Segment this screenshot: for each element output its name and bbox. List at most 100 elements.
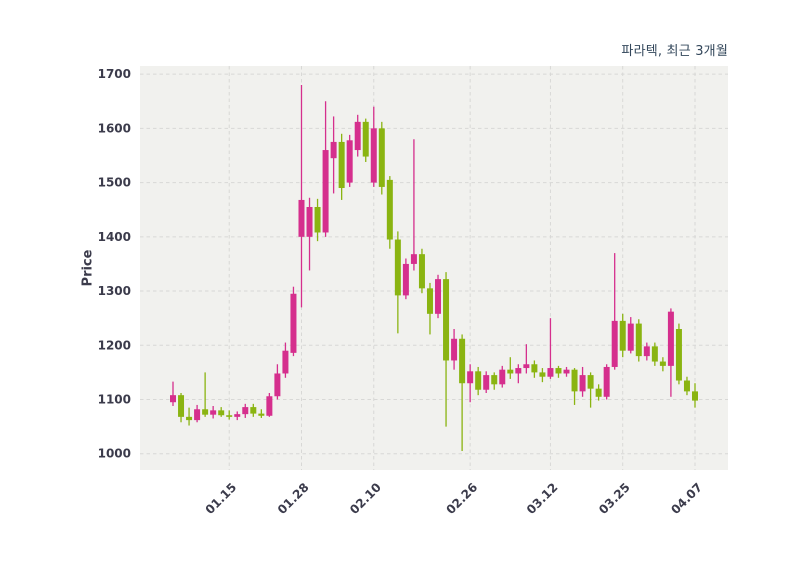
candle (362, 118, 369, 162)
candle (306, 197, 313, 271)
candle-body (234, 414, 241, 417)
candle-body (266, 396, 273, 416)
candle (571, 368, 578, 405)
candle-body (499, 369, 506, 385)
candle-body (523, 364, 530, 369)
candle-body (483, 375, 490, 390)
candle-body (443, 279, 450, 361)
y-tick-label: 1500 (98, 176, 131, 190)
candle (250, 403, 257, 417)
candle (483, 371, 490, 393)
x-tick-label: 01.15 (203, 480, 240, 517)
candle (523, 344, 530, 374)
candle-body (242, 407, 249, 415)
candle (290, 286, 297, 357)
candle-body (692, 391, 698, 401)
candle-body (418, 254, 425, 289)
candle-body (595, 388, 602, 397)
candle-body (194, 409, 201, 421)
candle-body (250, 407, 257, 414)
chart-title: 파라텍, 최근 3개월 (621, 44, 728, 59)
candle-body (643, 346, 650, 357)
candle (499, 365, 506, 388)
candle (226, 410, 233, 420)
y-axis-label: Price (80, 249, 96, 287)
candle (426, 282, 433, 335)
h-gridlines (140, 73, 728, 455)
candle-body (611, 320, 618, 367)
y-tick-label: 1200 (98, 338, 131, 352)
x-tick-labels: 01.15 01.28 02.10 02.26 03.12 03.25 04.07 (203, 480, 706, 517)
candle (394, 231, 401, 334)
candle (218, 407, 225, 417)
candle-body (402, 263, 409, 296)
candle-body (635, 323, 642, 357)
candle-body (459, 338, 466, 384)
candle-body (475, 371, 482, 390)
candle-body (322, 150, 329, 233)
candle (298, 84, 305, 308)
y-tick-label: 1300 (98, 284, 131, 298)
candle-body (202, 409, 209, 415)
candle (194, 404, 201, 423)
x-tick-label: 02.26 (444, 480, 481, 517)
candle (386, 176, 393, 249)
candle-body (186, 416, 193, 421)
candle-body (531, 364, 538, 373)
candle-body (258, 413, 265, 416)
candle (346, 134, 353, 187)
candle (651, 342, 658, 366)
candle (507, 357, 514, 379)
candle-body (659, 361, 666, 366)
candle (258, 409, 265, 418)
candle-body (451, 338, 458, 361)
candle-body (563, 369, 570, 374)
candle (515, 364, 522, 384)
candle (402, 258, 409, 300)
candle (595, 384, 602, 401)
candle-body (210, 410, 217, 415)
candle (186, 407, 193, 426)
candle-body (394, 239, 401, 296)
candle-body (298, 199, 305, 237)
candle-body (170, 395, 176, 403)
candle-body (410, 254, 417, 264)
candle (410, 139, 417, 271)
y-tick-label: 1400 (98, 230, 131, 244)
candle (418, 248, 425, 294)
candle-body (555, 368, 562, 374)
x-tick-label: 03.12 (524, 480, 561, 517)
candle-body (579, 375, 586, 392)
candle-body (354, 121, 361, 151)
x-tick-label: 03.25 (596, 480, 633, 517)
candle (491, 372, 498, 390)
x-tick-label: 01.28 (275, 480, 312, 517)
candle (459, 334, 466, 452)
candle (667, 308, 674, 397)
candle (266, 392, 273, 417)
candle-body (338, 141, 345, 189)
candle (170, 381, 176, 407)
y-tick-label: 1000 (98, 447, 131, 461)
candle (443, 272, 450, 427)
candle-body (314, 206, 321, 233)
y-tick-labels: 1000 1100 1200 1300 1400 1500 1600 1700 (98, 67, 131, 461)
candle (692, 383, 698, 408)
candle-body (683, 380, 690, 392)
candle (611, 253, 618, 370)
candle (322, 101, 329, 237)
candle-body (282, 350, 289, 374)
candle (531, 360, 538, 378)
candle-body (378, 128, 385, 187)
candle-body (515, 368, 522, 374)
candle (675, 323, 682, 385)
x-tick-label: 04.07 (668, 480, 705, 517)
candle-body (603, 366, 610, 397)
candle (242, 403, 249, 418)
candle (435, 274, 442, 319)
candle-body (274, 373, 281, 397)
candle (378, 121, 385, 195)
candle-body (675, 329, 682, 381)
